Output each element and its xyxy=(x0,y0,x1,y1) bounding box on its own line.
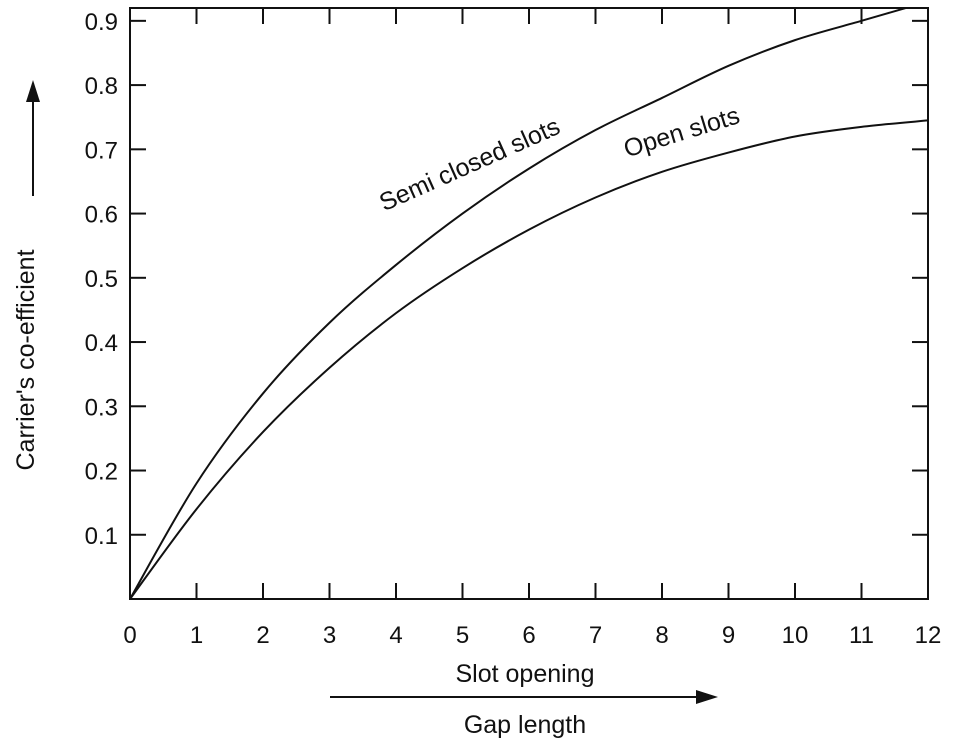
x-tick-label: 2 xyxy=(256,622,269,649)
x-axis-secondary-label: Gap length xyxy=(464,711,586,739)
tick-labels-layer: 0 1 2 3 4 5 6 7 8 9 10 11 120.10.20.30.40.50.60.70.8… xyxy=(85,9,942,649)
y-tick-label: 0.7 xyxy=(85,137,118,164)
x-tick-label: 11 xyxy=(849,622,874,649)
x-arrow-head xyxy=(696,690,718,704)
series-line-0 xyxy=(130,8,910,599)
y-tick-label: 0.4 xyxy=(85,330,118,357)
x-tick-label: 3 xyxy=(323,622,336,649)
x-tick-label: 5 xyxy=(456,622,469,649)
series-line-1 xyxy=(130,119,928,599)
x-tick-label: 6 xyxy=(522,622,535,649)
x-tick-label: 9 xyxy=(722,622,735,649)
y-tick-label: 0.8 xyxy=(85,73,118,100)
x-tick-label: 12 xyxy=(915,622,942,649)
x-tick-label: 0 xyxy=(123,622,136,649)
x-axis-label: Slot opening xyxy=(455,660,594,688)
y-tick-label: 0.3 xyxy=(85,394,118,421)
y-axis-label: Carrier's co-efficient xyxy=(12,249,40,470)
x-tick-label: 10 xyxy=(782,622,809,649)
ticks-layer xyxy=(129,8,929,599)
x-tick-label: 4 xyxy=(389,622,402,649)
y-arrow-head xyxy=(26,80,40,102)
y-tick-label: 0.2 xyxy=(85,459,118,486)
y-tick-label: 0.5 xyxy=(85,266,118,293)
curves-layer xyxy=(130,8,928,599)
y-tick-label: 0.6 xyxy=(85,202,118,229)
x-tick-label: 1 xyxy=(190,622,203,649)
y-tick-label: 0.9 xyxy=(85,9,118,36)
plot-frame xyxy=(129,7,929,600)
x-tick-label: 7 xyxy=(589,622,602,649)
x-tick-label: 8 xyxy=(655,622,668,649)
y-tick-label: 0.1 xyxy=(85,523,118,550)
